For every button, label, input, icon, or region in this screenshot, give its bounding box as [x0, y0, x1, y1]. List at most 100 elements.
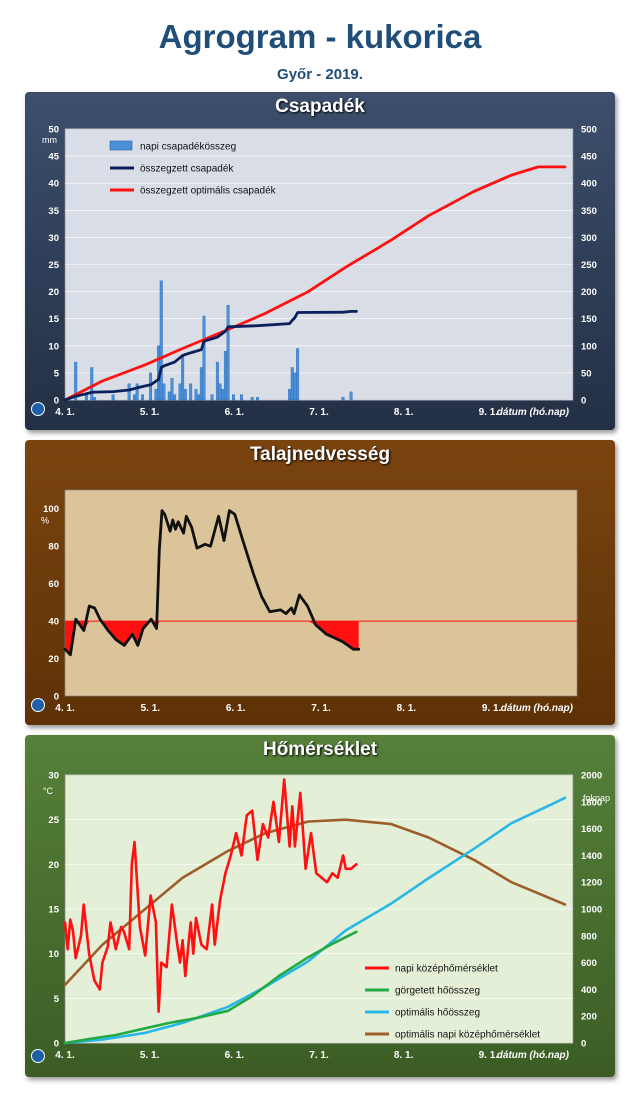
y2-tick-label: 50	[581, 368, 592, 379]
y-tick-label: 5	[54, 368, 60, 379]
precip-bar	[221, 389, 225, 401]
precip-bar	[127, 383, 131, 401]
precip-bar	[250, 397, 254, 401]
y2-tick-label: 1400	[581, 851, 602, 862]
y-tick-label: 0	[54, 1039, 59, 1050]
legend-label: görgetett hőösszeg	[395, 986, 480, 997]
y-tick-label: 15	[48, 314, 59, 325]
x-tick-label: 7. 1.	[311, 703, 331, 714]
y-tick-label: 50	[48, 125, 59, 136]
x-tick-label: 8. 1.	[394, 407, 414, 418]
precip-bar	[288, 389, 292, 401]
precip-bar	[215, 361, 219, 401]
precip-bar	[162, 383, 166, 401]
y2-tick-label: 500	[581, 125, 597, 136]
y2-tick-label: 250	[581, 260, 597, 271]
y-tick-label: 25	[48, 260, 59, 271]
precip-bar	[159, 280, 163, 401]
y-axis-label: °C	[43, 786, 54, 796]
y-axis-label: mm	[42, 135, 57, 145]
plot-area	[64, 489, 578, 697]
precip-bar	[240, 394, 243, 401]
temperature-panel: Hőmérséklet 0 5 10 15 20 25 30 0 200 400 600 800 100…	[25, 735, 615, 1077]
x-tick-label: 5. 1.	[140, 1050, 160, 1061]
y-tick-label: 40	[48, 617, 59, 628]
optimal-cumulative-precip-line	[63, 165, 567, 402]
y2-tick-label: 200	[581, 287, 597, 298]
x-tick-label: 6. 1.	[225, 407, 245, 418]
precip-bar	[170, 378, 174, 401]
y2-tick-label: 1600	[581, 824, 602, 835]
y-tick-label: 20	[48, 860, 59, 871]
legend-label: optimális hőösszeg	[395, 1008, 480, 1019]
precip-bar	[296, 348, 300, 401]
legend-swatch	[109, 140, 133, 151]
y-tick-label: 45	[48, 152, 59, 163]
precip-bar	[293, 372, 297, 401]
precip-bar	[197, 394, 201, 401]
x-tick-label: 4. 1.	[55, 703, 75, 714]
y2-tick-label: 2000	[581, 771, 602, 782]
precip-bar	[231, 394, 235, 401]
cumulative-precip-line	[63, 310, 358, 402]
precip-bar	[223, 351, 227, 401]
x-tick-label: 7. 1.	[309, 407, 329, 418]
y-tick-label: 15	[48, 905, 59, 916]
x-tick-label: 8. 1.	[394, 1050, 414, 1061]
x-axis-label: dátum (hó.nap)	[501, 703, 574, 714]
precip-bar	[202, 315, 206, 401]
x-tick-label: 9. 1.	[482, 703, 502, 714]
y-tick-label: 30	[48, 233, 59, 244]
precip-bar	[256, 397, 259, 401]
legend-label: optimális napi középhőmérséklet	[395, 1030, 540, 1041]
y2-tick-label: 0	[581, 396, 586, 407]
precip-bar	[90, 367, 94, 401]
y-tick-label: 100	[43, 504, 59, 515]
y-tick-label: 60	[48, 579, 59, 590]
y2-tick-label: 1800	[581, 797, 602, 808]
precip-bar	[84, 394, 88, 401]
y2-tick-label: 1000	[581, 905, 602, 916]
y2-tick-label: 200	[581, 1012, 597, 1023]
temperature-chart-title: Hőmérséklet	[262, 739, 378, 760]
page-title: Agrogram - kukorica	[158, 18, 482, 55]
precip-bar	[92, 397, 96, 401]
precip-bar	[181, 356, 185, 401]
legend-label: összegzett optimális csapadék	[140, 186, 277, 197]
y2-tick-label: 350	[581, 206, 597, 217]
weather-service-logo-icon	[31, 402, 45, 416]
y-tick-label: 25	[48, 815, 59, 826]
precip-bar	[189, 383, 193, 401]
y-tick-label: 30	[48, 771, 59, 782]
temperature-chart: 0 5 10 15 20 25 30 0 200 400 600 800 1000 1200 1400 160…	[43, 771, 610, 1062]
y2-tick-label: 0	[581, 1039, 586, 1050]
y-tick-label: 20	[48, 654, 59, 665]
y-tick-label: 40	[48, 179, 59, 190]
precip-bar	[149, 372, 153, 401]
x-axis-label: dátum (hó.nap)	[497, 407, 570, 418]
x-tick-label: 9. 1.	[479, 1050, 499, 1061]
y2-tick-label: 800	[581, 931, 597, 942]
y-tick-label: 10	[48, 341, 59, 352]
page-subtitle: Győr - 2019.	[277, 66, 363, 83]
weather-service-logo-icon	[31, 1049, 45, 1063]
precip-bar	[183, 389, 187, 401]
y2-tick-label: 400	[581, 179, 597, 190]
x-tick-label: 5. 1.	[141, 703, 161, 714]
precipitation-panel: Csapadék 0 5 10 15 20 25 30 35 40 45 50 0 50 100 150 20…	[25, 92, 615, 430]
y2-tick-label: 400	[581, 985, 597, 996]
precip-bar	[111, 394, 115, 401]
x-axis-label: dátum (hó.nap)	[497, 1050, 570, 1061]
y2-tick-label: 100	[581, 341, 597, 352]
legend-label: napi csapadékösszeg	[140, 142, 236, 153]
soil-moisture-chart-title: Talajnedvesség	[249, 444, 391, 465]
precip-bar	[290, 367, 294, 401]
precip-bar	[349, 391, 353, 401]
x-tick-label: 5. 1.	[140, 407, 160, 418]
precipitation-chart-title: Csapadék	[275, 96, 365, 117]
soil-moisture-panel: Talajnedvesség 0 20 40 60 80 100% 4. 1. 5. 1. 6.…	[25, 440, 615, 725]
x-tick-label: 9. 1.	[479, 407, 499, 418]
precip-bar	[218, 383, 222, 401]
precip-bar	[154, 389, 158, 401]
precip-bar	[341, 397, 345, 401]
